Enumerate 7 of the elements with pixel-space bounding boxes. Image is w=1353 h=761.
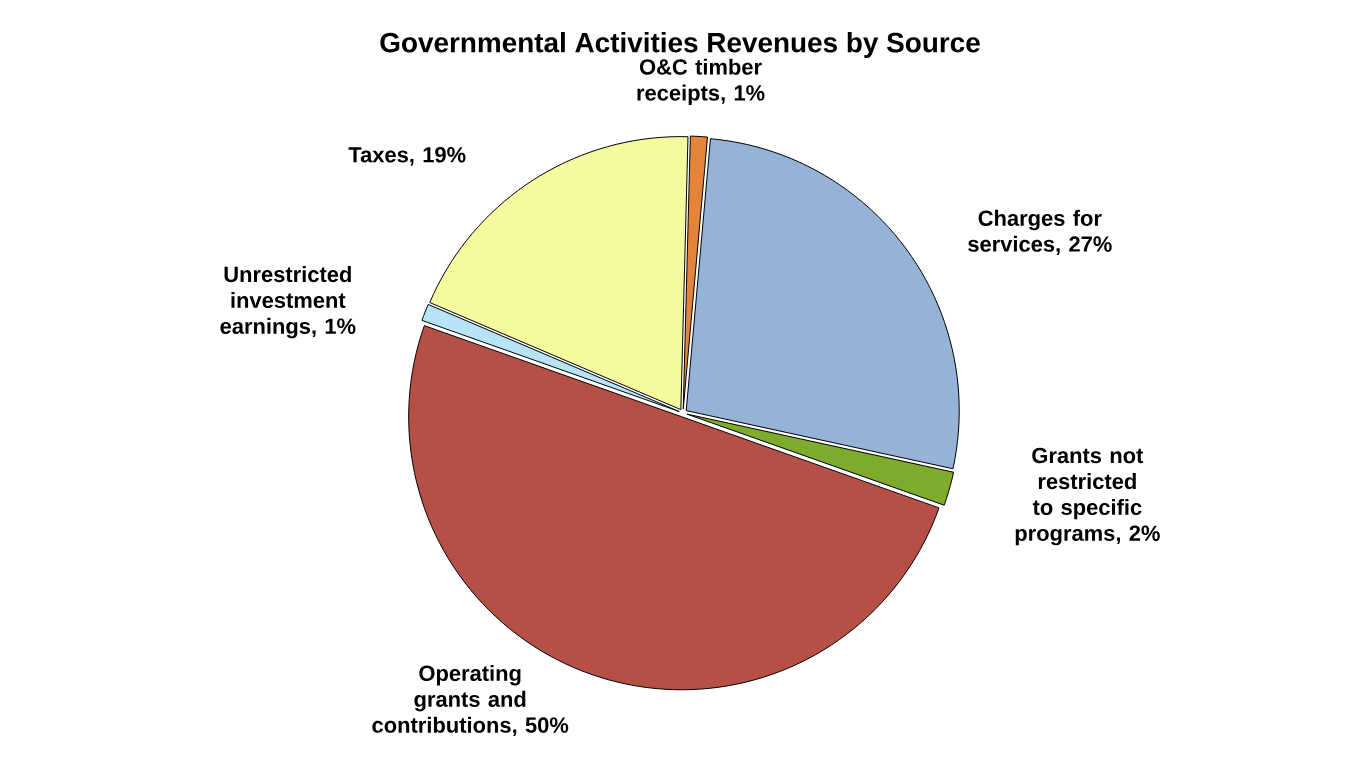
slice-label: O&C timber receipts, 1% bbox=[637, 58, 765, 105]
slice-label: Grants not restricted to specific programs, 2% bbox=[1015, 447, 1160, 546]
chart-title: Governmental Activities Revenues by Source bbox=[380, 32, 980, 58]
slice-label: Operating grants and contributions, 50% bbox=[372, 664, 569, 737]
slice-label: Unrestricted investment earnings, 1% bbox=[220, 266, 356, 339]
slice-label: Taxes, 19% bbox=[348, 146, 466, 166]
slice-label: Charges for services, 27% bbox=[968, 209, 1112, 256]
